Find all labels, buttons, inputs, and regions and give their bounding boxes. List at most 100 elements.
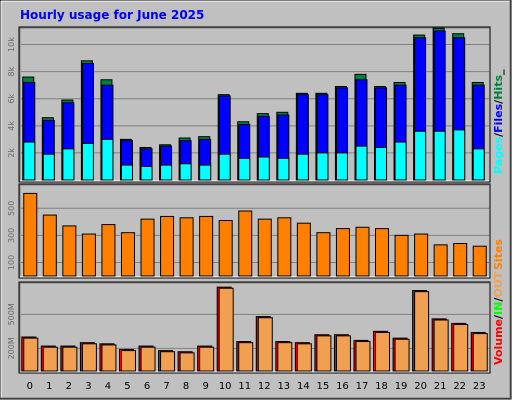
legend-entry: Pages: [492, 136, 505, 174]
bar-pages: [414, 130, 427, 181]
chart-title: Hourly usage for June 2025: [20, 8, 204, 22]
bar-pages: [42, 153, 55, 181]
bar-volume-out: [62, 346, 78, 372]
legend-entry: /: [492, 314, 505, 319]
bar-pages: [62, 148, 75, 181]
panel-sites: 100 300 500: [7, 183, 491, 279]
bar-pages: [238, 157, 251, 181]
bar-pages: [81, 142, 94, 181]
bar-sites: [81, 233, 96, 277]
bar-volume-out: [179, 352, 195, 372]
bar-volume-out: [277, 342, 293, 372]
legend-entry: /: [492, 132, 505, 137]
y-tick-label: 300: [7, 228, 16, 243]
bar-volume-out: [316, 335, 332, 372]
x-tick-label: 1: [46, 381, 52, 392]
legend-entry: OUT: [492, 271, 505, 297]
bar-volume-out: [120, 350, 136, 372]
panel-usage: 2k 4k 6k 8k 10k: [7, 26, 491, 183]
bar-sites: [375, 228, 390, 277]
bar-pages: [296, 153, 309, 181]
bar-sites: [42, 214, 57, 277]
legend-sites: Sites: [492, 239, 505, 270]
x-tick-label: 5: [124, 381, 130, 392]
bar-sites: [472, 245, 487, 277]
legend-entry: Hits: [492, 75, 505, 100]
bar-pages: [316, 152, 329, 181]
x-tick-label: 6: [144, 381, 150, 392]
legend-volume: Volume/IN/OUT: [492, 271, 505, 365]
bar-sites: [160, 215, 175, 277]
y-tick-label: 8k: [7, 66, 16, 76]
y-tick-label: 500: [7, 201, 16, 216]
bar-sites: [140, 218, 155, 277]
x-tick-label: 20: [414, 381, 427, 392]
bar-sites: [394, 234, 409, 277]
bar-volume-out: [394, 338, 410, 372]
bar-sites: [316, 232, 331, 277]
legend-entry: IN: [492, 302, 505, 315]
bar-pages: [160, 164, 173, 181]
bar-sites: [179, 217, 194, 277]
y-tick-label: 4k: [7, 121, 16, 131]
x-tick-label: 7: [163, 381, 169, 392]
x-tick-label: 3: [85, 381, 91, 392]
y-tick-label: 500M: [7, 303, 16, 325]
bar-pages: [179, 163, 192, 181]
bar-sites: [62, 225, 77, 277]
bar-pages: [101, 138, 114, 181]
bar-volume-out: [296, 343, 312, 372]
bar-pages: [453, 129, 466, 181]
bar-pages: [433, 130, 446, 181]
x-tick-label: 21: [434, 381, 447, 392]
bar-volume-out: [355, 341, 371, 372]
y-tick-label: 6k: [7, 94, 16, 104]
bar-volume-out: [160, 351, 176, 372]
bar-pages: [23, 141, 36, 181]
x-tick-label: 13: [277, 381, 290, 392]
bar-volume-out: [42, 346, 58, 372]
chart-panels: 2k 4k 6k 8k 10k 100 300 500 200M 500M: [7, 26, 491, 374]
panel-frame: [18, 26, 491, 183]
bar-pages: [335, 152, 348, 181]
x-tick-label: 4: [105, 381, 111, 392]
x-tick-label: 23: [473, 381, 486, 392]
bar-pages: [199, 164, 212, 181]
legend-entry: /: [492, 99, 505, 104]
bar-pages: [277, 157, 290, 181]
x-tick-label: 2: [66, 381, 72, 392]
bar-pages: [218, 153, 231, 181]
x-tick-label: 12: [258, 381, 271, 392]
bar-sites: [414, 233, 429, 277]
bar-volume-out: [375, 331, 391, 372]
legend-entry: Sites: [492, 239, 505, 270]
bar-sites: [218, 219, 233, 277]
panel-frame: [18, 281, 491, 374]
bar-volume-out: [453, 324, 469, 372]
x-tick-label: 0: [27, 381, 33, 392]
legend-entry: Files: [492, 103, 505, 133]
bars-volume: [21, 286, 488, 372]
bar-pages: [120, 164, 133, 181]
bar-sites: [23, 192, 38, 277]
bar-pages: [394, 141, 407, 181]
bar-sites: [101, 224, 116, 277]
bar-sites: [199, 215, 214, 277]
x-tick-label: 22: [453, 381, 466, 392]
x-tick-label: 17: [356, 381, 369, 392]
x-tick-label: 11: [238, 381, 251, 392]
y-tick-label: 100: [7, 255, 16, 270]
x-tick-label: 8: [183, 381, 189, 392]
bar-volume-out: [335, 335, 351, 372]
bar-pages: [375, 146, 388, 181]
bar-sites: [335, 228, 350, 277]
bar-volume-out: [81, 343, 97, 372]
bar-volume-out: [218, 287, 234, 372]
bar-sites: [238, 210, 253, 277]
bars-sites: [23, 192, 487, 277]
bar-volume-out: [23, 337, 39, 372]
bar-sites: [257, 218, 272, 277]
x-tick-label: 15: [317, 381, 330, 392]
x-tick-label: 16: [336, 381, 349, 392]
